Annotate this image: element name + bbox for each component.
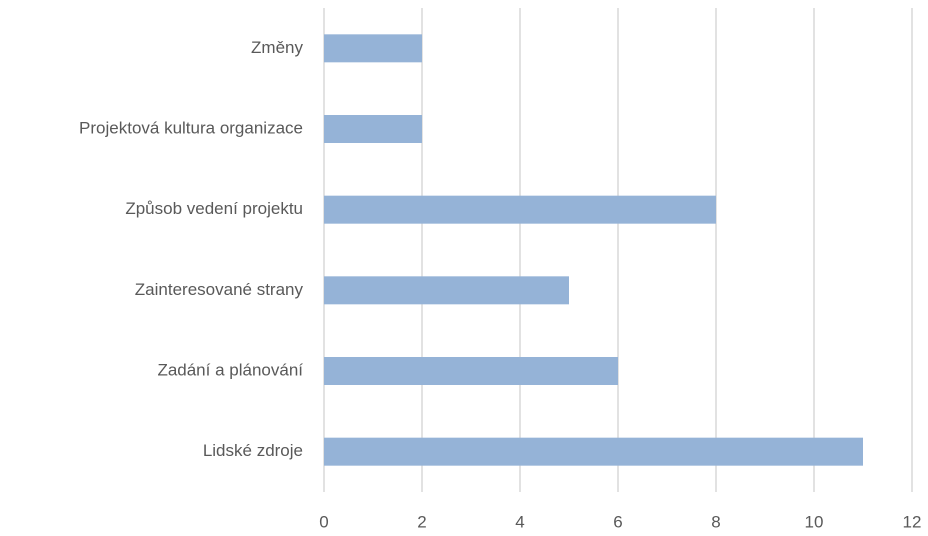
bar xyxy=(324,357,618,385)
x-tick-label: 0 xyxy=(319,512,328,531)
y-tick-label: Lidské zdroje xyxy=(203,441,303,460)
y-tick-label: Změny xyxy=(251,38,303,57)
x-tick-label: 6 xyxy=(613,512,622,531)
bar xyxy=(324,437,863,466)
x-tick-label: 4 xyxy=(515,512,524,531)
x-tick-label: 8 xyxy=(711,512,720,531)
y-tick-label: Způsob vedení projektu xyxy=(125,199,303,218)
x-tick-label: 10 xyxy=(805,512,824,531)
y-tick-label: Zainteresované strany xyxy=(135,280,304,299)
bar xyxy=(324,195,716,224)
y-tick-label: Projektová kultura organizace xyxy=(79,118,303,137)
x-tick-label: 12 xyxy=(903,512,922,531)
bar xyxy=(324,34,422,63)
y-tick-label: Zadání a plánování xyxy=(157,360,303,379)
bar xyxy=(324,115,422,143)
bar xyxy=(324,276,569,305)
x-tick-label: 2 xyxy=(417,512,426,531)
